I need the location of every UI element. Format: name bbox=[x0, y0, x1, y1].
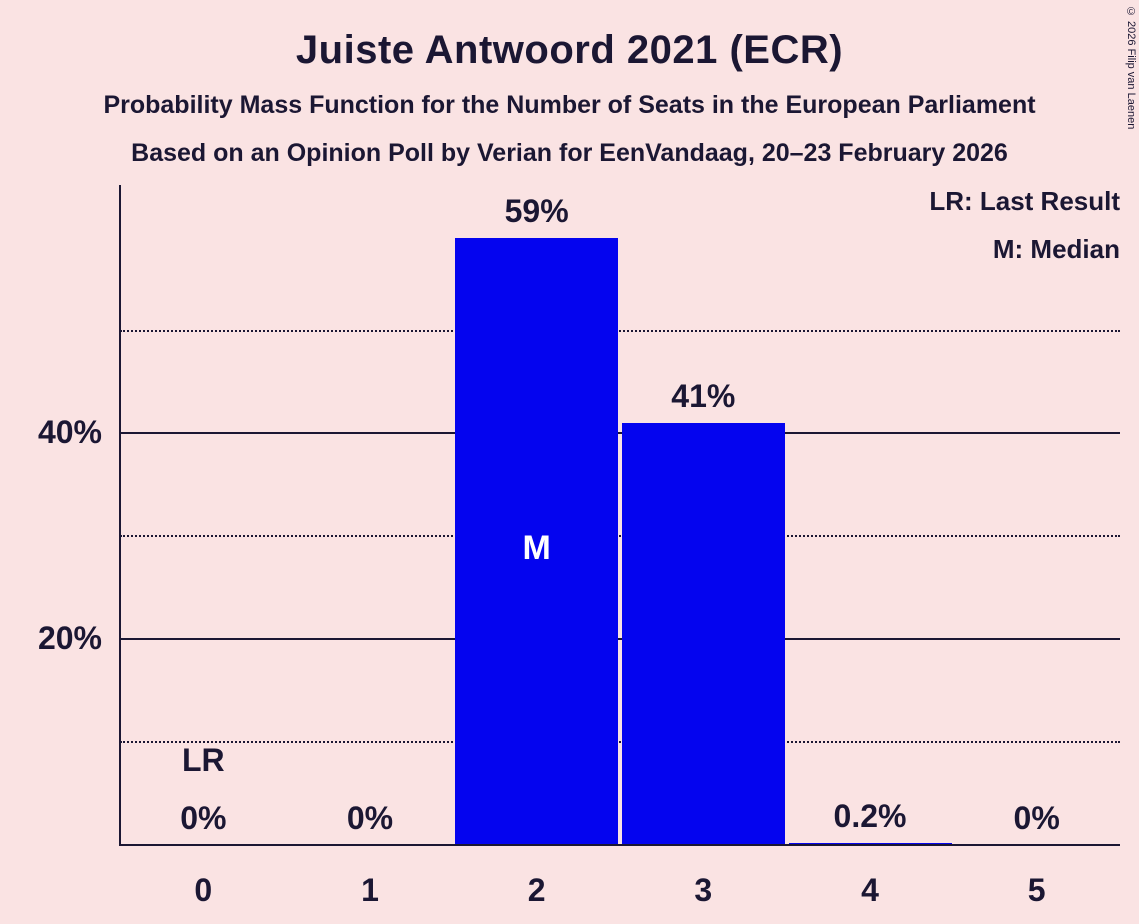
category-label-1: 1 bbox=[361, 872, 379, 908]
legend-last-result: LR: Last Result bbox=[929, 186, 1120, 216]
last-result-label: LR bbox=[182, 742, 225, 778]
gridline-20pct bbox=[120, 638, 1120, 641]
bar-value-label-4: 0.2% bbox=[833, 797, 907, 834]
y-axis-label-20pct: 20% bbox=[37, 620, 102, 657]
category-label-5: 5 bbox=[1027, 872, 1046, 908]
bar-4 bbox=[788, 842, 952, 845]
chart-subtitle: Probability Mass Function for the Number… bbox=[103, 91, 1036, 119]
category-label-2: 2 bbox=[527, 872, 546, 908]
bar-value-label-3: 41% bbox=[671, 378, 736, 415]
copyright-notice: © 2026 Filip van Laenen bbox=[1125, 6, 1137, 130]
bar-2 bbox=[455, 237, 619, 845]
category-label-4: 4 bbox=[861, 872, 879, 908]
chart-title: Juiste Antwoord 2021 (ECR) bbox=[295, 28, 844, 72]
bar-value-label-5: 0% bbox=[1013, 800, 1060, 836]
y-axis-label-40pct: 40% bbox=[37, 414, 102, 451]
gridline-30pct bbox=[120, 535, 1120, 538]
legend-median: M: Median bbox=[992, 234, 1120, 264]
category-label-0: 0 bbox=[194, 872, 213, 908]
y-axis-line bbox=[119, 185, 121, 845]
median-label: M bbox=[522, 529, 551, 567]
bar-value-label-0: 0% bbox=[180, 800, 227, 836]
category-label-3: 3 bbox=[694, 872, 713, 908]
gridline-50pct bbox=[120, 329, 1120, 332]
bar-3 bbox=[621, 423, 785, 845]
bar-value-label-2: 59% bbox=[504, 192, 569, 229]
gridline-40pct bbox=[120, 432, 1120, 435]
bar-value-label-1: 0% bbox=[346, 800, 394, 836]
chart-subtitle-source: Based on an Opinion Poll by Verian for E… bbox=[131, 139, 1008, 167]
gridline-10pct bbox=[120, 741, 1120, 744]
x-axis-line bbox=[119, 844, 1120, 846]
